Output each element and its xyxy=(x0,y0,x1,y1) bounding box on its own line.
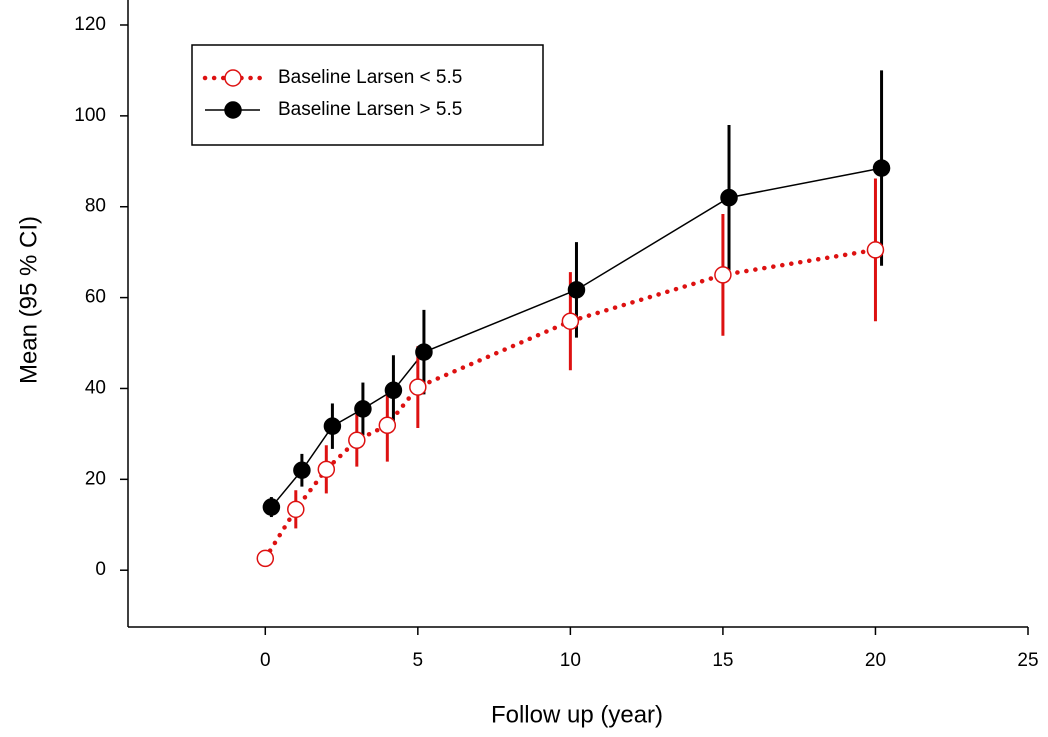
x-tick-label: 15 xyxy=(712,650,733,671)
data-point xyxy=(378,416,397,435)
y-tick-label: 0 xyxy=(95,559,106,580)
data-point xyxy=(256,549,275,568)
data-point xyxy=(866,241,885,259)
x-tick-label: 5 xyxy=(413,650,424,671)
data-point xyxy=(317,460,336,479)
data-point xyxy=(354,400,372,418)
data-point xyxy=(262,498,281,516)
x-tick-label: 25 xyxy=(1017,650,1038,671)
data-point xyxy=(567,281,586,299)
data-point xyxy=(293,461,311,479)
x-tick-label: 10 xyxy=(560,650,581,671)
y-tick-label: 120 xyxy=(74,14,106,35)
y-tick-label: 20 xyxy=(85,468,106,489)
legend-label: Baseline Larsen < 5.5 xyxy=(278,67,462,88)
data-point xyxy=(287,500,305,519)
legend-marker xyxy=(224,69,242,87)
data-point xyxy=(561,312,580,330)
x-tick-label: 0 xyxy=(260,650,271,671)
x-tick-label: 20 xyxy=(865,650,886,671)
x-axis-label: Follow up (year) xyxy=(491,701,663,728)
data-point xyxy=(409,378,427,396)
data-point xyxy=(415,343,433,361)
y-tick-label: 100 xyxy=(74,105,106,126)
legend-marker xyxy=(224,101,242,119)
y-axis-label: Mean (95 % CI) xyxy=(15,216,42,384)
y-tick-label: 60 xyxy=(85,287,106,308)
y-tick-label: 40 xyxy=(85,377,106,398)
data-point xyxy=(720,188,738,207)
data-point xyxy=(384,381,403,400)
data-point xyxy=(714,266,732,284)
data-point xyxy=(872,159,891,177)
data-point xyxy=(348,431,366,450)
data-point xyxy=(323,417,342,435)
legend-label: Baseline Larsen > 5.5 xyxy=(278,99,462,120)
legend-box xyxy=(191,44,544,146)
y-tick-label: 80 xyxy=(85,196,106,217)
